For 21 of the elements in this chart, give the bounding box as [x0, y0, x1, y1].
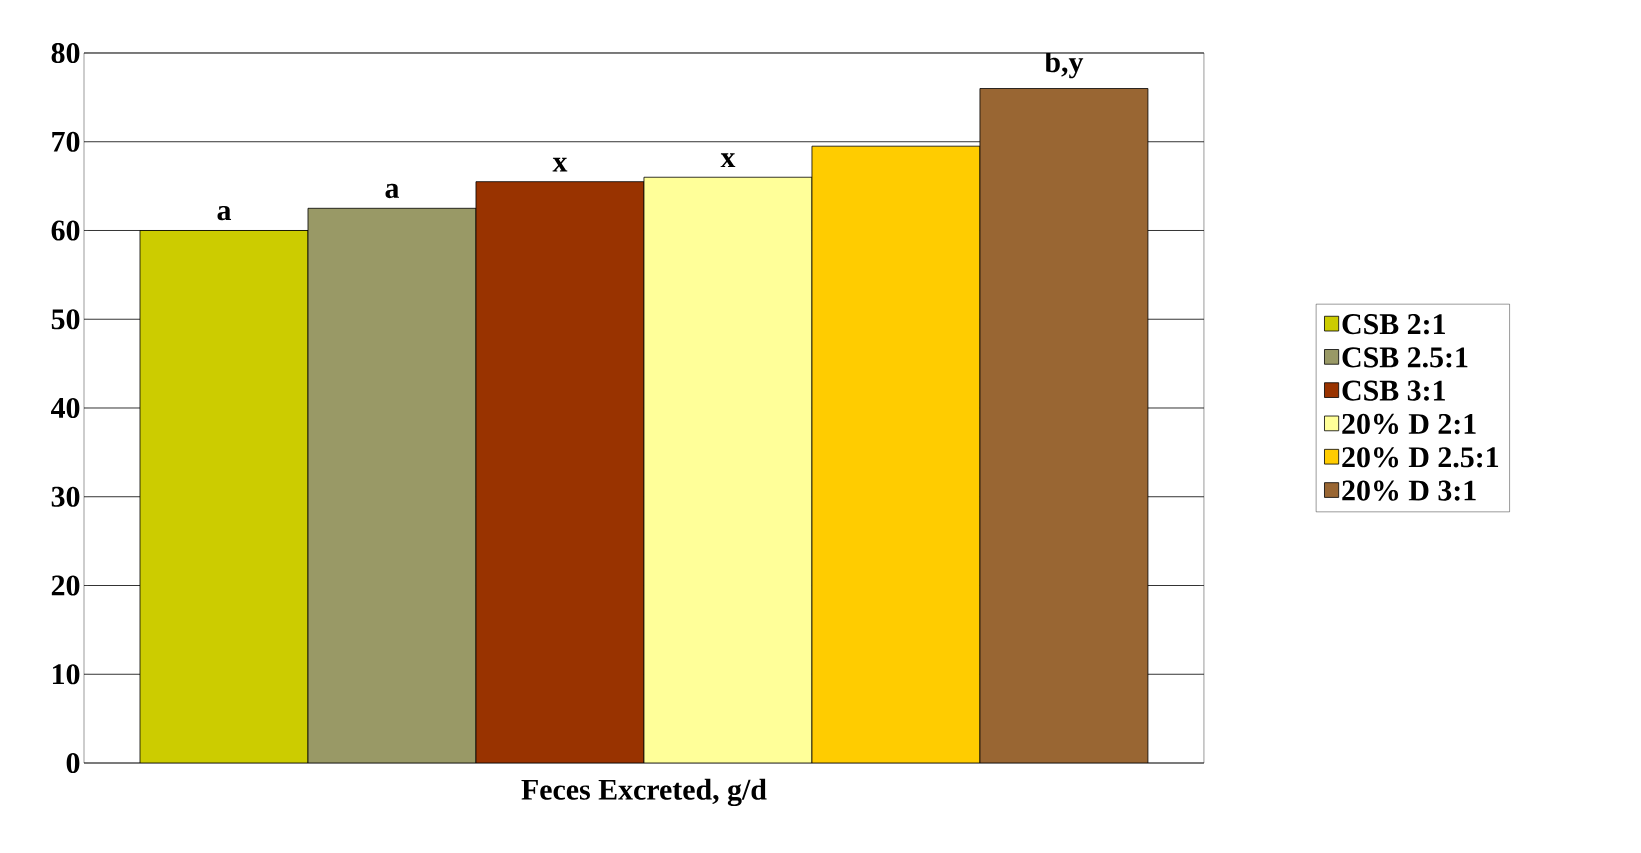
y-tick-label: 30 — [51, 486, 80, 507]
data-label: x — [552, 157, 568, 172]
data-label: a — [385, 183, 400, 199]
y-tick-label: 40 — [51, 397, 80, 419]
x-tick-label: Feces Excreted, g/d — [521, 778, 767, 807]
y-tick-label: 50 — [51, 309, 80, 330]
legend-label: CSB 3:1 — [1342, 380, 1445, 401]
data-label: a — [217, 206, 232, 221]
y-tick-label: 80 — [51, 42, 80, 64]
legend-label: 20% D 3:1 — [1342, 480, 1476, 501]
legend-label: CSB 2:1 — [1342, 314, 1445, 335]
y-tick-label: 70 — [52, 131, 80, 152]
data-label: x — [720, 153, 736, 168]
legend-label: 20% D 2.5:1 — [1342, 447, 1499, 468]
legend-label: CSB 2.5:1 — [1342, 347, 1468, 368]
y-tick-label: 0 — [66, 752, 80, 774]
y-tick-label: 60 — [51, 220, 80, 241]
data-label: b,y — [1044, 51, 1084, 79]
y-tick-label: 10 — [52, 664, 80, 685]
legend-label: 20% D 2:1 — [1342, 413, 1476, 435]
y-tick-label: 20 — [51, 575, 80, 596]
